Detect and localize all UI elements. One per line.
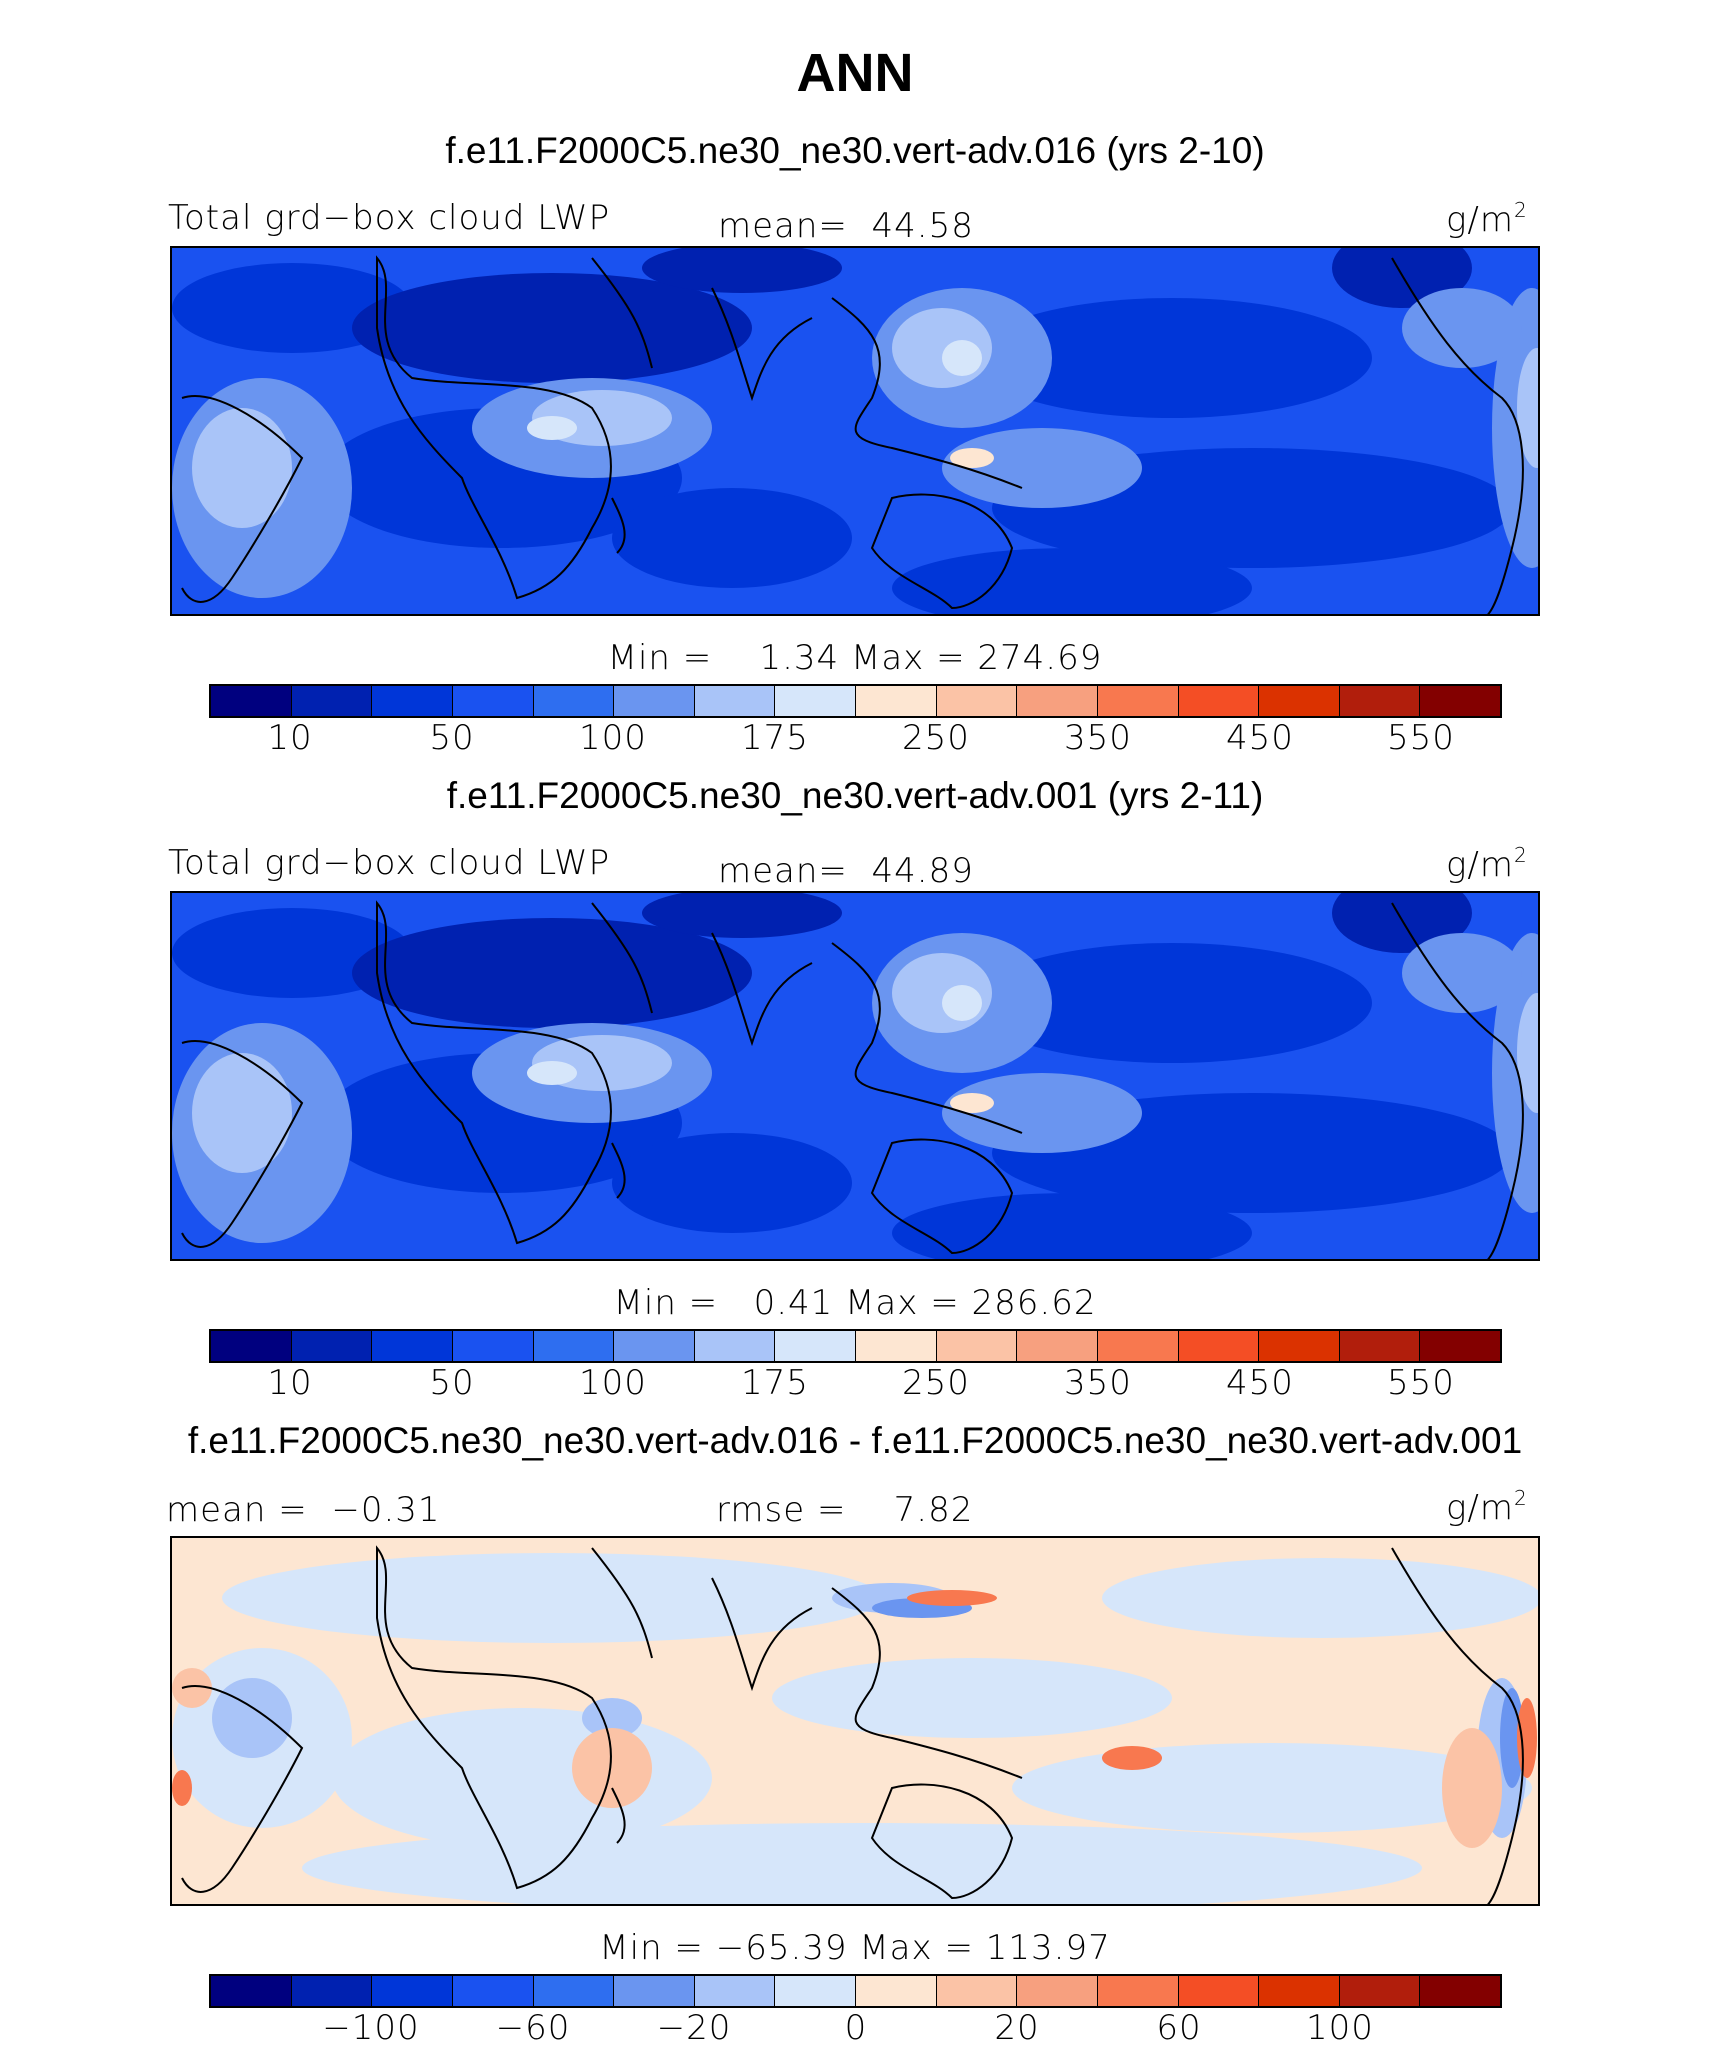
colorbar-swatch bbox=[533, 686, 615, 716]
panel-1-colorbar-ticks: 10 50 100 175 250 350 450 550 bbox=[0, 718, 1710, 768]
panel-3-colorbar-ticks: −100 −60 −20 0 20 60 100 bbox=[0, 2008, 1710, 2058]
colorbar-swatch bbox=[694, 1331, 776, 1361]
panel-2-units: g/m2 bbox=[1446, 843, 1528, 885]
colorbar-tick-label: 50 bbox=[429, 1363, 475, 1403]
colorbar-swatch bbox=[614, 1331, 695, 1361]
panel-3-map bbox=[170, 1536, 1540, 1906]
colorbar-tick-label: 250 bbox=[902, 718, 970, 758]
colorbar-tick-label: 250 bbox=[902, 1363, 970, 1403]
colorbar-swatch bbox=[1259, 686, 1340, 716]
colorbar-swatch bbox=[452, 1331, 534, 1361]
colorbar-tick-label: 60 bbox=[1156, 2008, 1202, 2048]
colorbar-swatch bbox=[936, 1976, 1018, 2006]
colorbar-swatch bbox=[372, 1976, 453, 2006]
colorbar-swatch bbox=[694, 1976, 776, 2006]
figure-title: ANN bbox=[796, 43, 914, 103]
panel-2-colorbar bbox=[209, 1329, 1502, 1363]
panel-1-colorbar bbox=[209, 684, 1502, 718]
colorbar-tick-label: 350 bbox=[1064, 1363, 1132, 1403]
colorbar-swatch bbox=[856, 1331, 937, 1361]
panel-2-colorbar-ticks: 10 50 100 175 250 350 450 550 bbox=[0, 1363, 1710, 1413]
colorbar-swatch bbox=[1420, 686, 1500, 716]
colorbar-swatch bbox=[856, 1976, 937, 2006]
panel-2-map-field bbox=[172, 893, 1538, 1259]
colorbar-swatch bbox=[291, 1331, 373, 1361]
colorbar-swatch bbox=[452, 686, 534, 716]
colorbar-swatch bbox=[1017, 1976, 1098, 2006]
colorbar-swatch bbox=[856, 686, 937, 716]
panel-2-case-title: f.e11.F2000C5.ne30_ne30.vert-adv.001 (yr… bbox=[446, 775, 1264, 816]
panel-1-mean-label: mean= 44.58 bbox=[718, 206, 974, 246]
colorbar-swatch bbox=[775, 686, 856, 716]
colorbar-swatch bbox=[614, 1976, 695, 2006]
colorbar-swatch bbox=[1017, 1331, 1098, 1361]
colorbar-tick-label: 100 bbox=[1306, 2008, 1374, 2048]
colorbar-swatch bbox=[1097, 686, 1179, 716]
colorbar-swatch bbox=[1259, 1331, 1340, 1361]
panel-3-mean-label: mean = −0.31 bbox=[166, 1490, 441, 1530]
panel-3-case-title: f.e11.F2000C5.ne30_ne30.vert-adv.016 - f… bbox=[187, 1420, 1523, 1461]
colorbar-swatch bbox=[775, 1331, 856, 1361]
colorbar-swatch bbox=[936, 686, 1018, 716]
colorbar-swatch bbox=[775, 1976, 856, 2006]
colorbar-swatch bbox=[1339, 686, 1421, 716]
colorbar-tick-label: −60 bbox=[495, 2008, 571, 2048]
colorbar-swatch bbox=[1420, 1331, 1500, 1361]
colorbar-swatch bbox=[1339, 1331, 1421, 1361]
colorbar-tick-label: 550 bbox=[1387, 1363, 1455, 1403]
colorbar-swatch bbox=[372, 686, 453, 716]
panel-3-map-field bbox=[172, 1538, 1538, 1904]
colorbar-swatch bbox=[291, 1976, 373, 2006]
colorbar-swatch bbox=[936, 1331, 1018, 1361]
colorbar-swatch bbox=[211, 686, 292, 716]
colorbar-swatch bbox=[1178, 1331, 1260, 1361]
colorbar-swatch bbox=[1420, 1976, 1500, 2006]
colorbar-tick-label: 450 bbox=[1226, 718, 1294, 758]
colorbar-swatch bbox=[1178, 1976, 1260, 2006]
colorbar-swatch bbox=[291, 686, 373, 716]
colorbar-swatch bbox=[1259, 1976, 1340, 2006]
colorbar-swatch bbox=[533, 1331, 615, 1361]
colorbar-swatch bbox=[1339, 1976, 1421, 2006]
colorbar-swatch bbox=[1017, 686, 1098, 716]
colorbar-swatch bbox=[452, 1976, 534, 2006]
colorbar-swatch bbox=[1178, 686, 1260, 716]
colorbar-tick-label: 175 bbox=[741, 718, 809, 758]
colorbar-tick-label: 0 bbox=[844, 2008, 868, 2048]
colorbar-swatch bbox=[211, 1331, 292, 1361]
colorbar-tick-label: 350 bbox=[1064, 718, 1132, 758]
colorbar-swatch bbox=[694, 686, 776, 716]
colorbar-swatch bbox=[1097, 1331, 1179, 1361]
colorbar-swatch bbox=[211, 1976, 292, 2006]
panel-3-units: g/m2 bbox=[1446, 1486, 1528, 1528]
panel-1-map-field bbox=[172, 248, 1538, 614]
colorbar-swatch bbox=[1097, 1976, 1179, 2006]
colorbar-tick-label: 175 bbox=[741, 1363, 809, 1403]
colorbar-tick-label: 100 bbox=[579, 718, 647, 758]
panel-1-case-title: f.e11.F2000C5.ne30_ne30.vert-adv.016 (yr… bbox=[445, 130, 1265, 171]
colorbar-tick-label: 10 bbox=[267, 718, 313, 758]
colorbar-tick-label: 20 bbox=[994, 2008, 1040, 2048]
colorbar-tick-label: 50 bbox=[429, 718, 475, 758]
colorbar-swatch bbox=[533, 1976, 615, 2006]
colorbar-tick-label: 450 bbox=[1226, 1363, 1294, 1403]
colorbar-tick-label: −100 bbox=[322, 2008, 420, 2048]
panel-1-minmax: Min = 1.34 Max = 274.69 bbox=[607, 638, 1103, 678]
panel-3-rmse-label: rmse = 7.82 bbox=[716, 1490, 974, 1530]
colorbar-tick-label: 100 bbox=[579, 1363, 647, 1403]
panel-3-minmax: Min = −65.39 Max = 113.97 bbox=[599, 1928, 1111, 1968]
panel-3-colorbar bbox=[209, 1974, 1502, 2008]
colorbar-swatch bbox=[372, 1331, 453, 1361]
colorbar-swatch bbox=[614, 686, 695, 716]
colorbar-tick-label: 550 bbox=[1387, 718, 1455, 758]
panel-2-mean-label: mean= 44.89 bbox=[718, 851, 974, 891]
panel-2-map bbox=[170, 891, 1540, 1261]
panel-2-minmax: Min = 0.41 Max = 286.62 bbox=[613, 1283, 1097, 1323]
panel-2-variable-label: Total grd−box cloud LWP bbox=[168, 843, 611, 883]
colorbar-tick-label: −20 bbox=[656, 2008, 732, 2048]
colorbar-tick-label: 10 bbox=[267, 1363, 313, 1403]
panel-1-variable-label: Total grd−box cloud LWP bbox=[168, 198, 611, 238]
panel-1-units: g/m2 bbox=[1446, 198, 1528, 240]
panel-1-map bbox=[170, 246, 1540, 616]
